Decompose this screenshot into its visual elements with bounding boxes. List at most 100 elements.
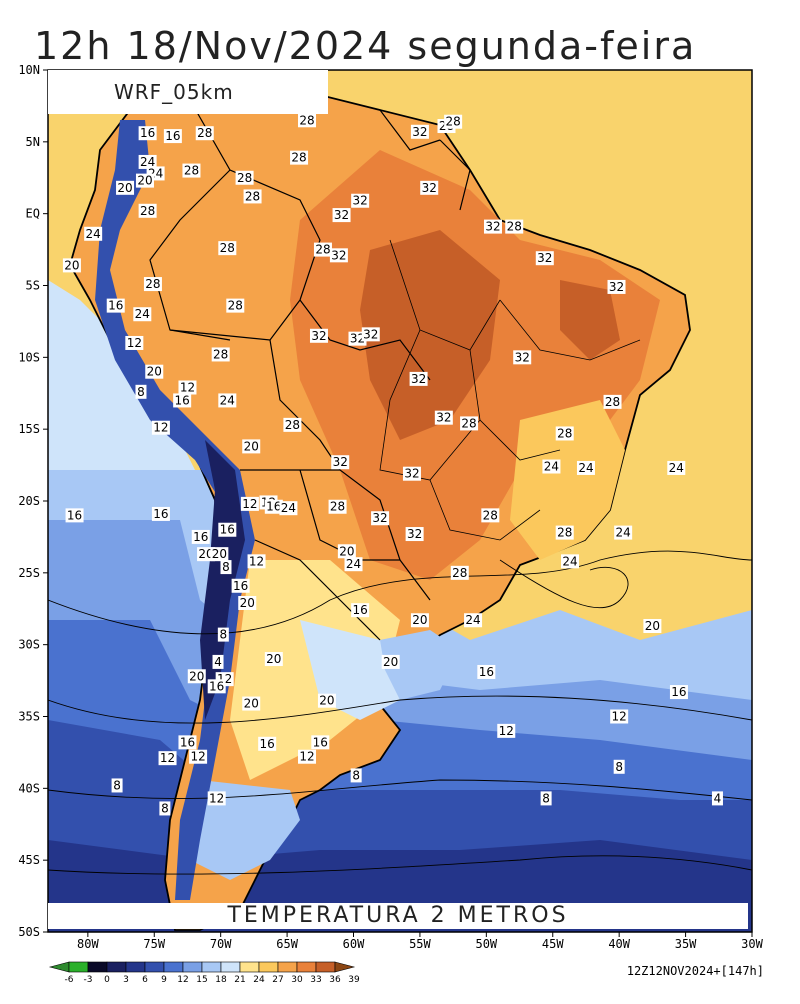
contour-label-bg — [409, 371, 428, 386]
contour-label-bg — [106, 298, 125, 313]
contour-label-bg — [332, 208, 351, 223]
contour-label-bg — [159, 801, 171, 816]
isotherm-lines — [48, 550, 752, 875]
contour-label-bg — [410, 124, 429, 139]
contour-label-bg — [191, 529, 210, 544]
lat-tick-label: 15S — [18, 422, 40, 436]
contour-label: 32 — [404, 467, 419, 481]
contour-label-bg — [210, 547, 229, 562]
contour-label: 32 — [412, 125, 427, 139]
contour-label-bg — [290, 150, 309, 165]
variable-label: TEMPERATURA 2 METROS — [48, 903, 748, 929]
contour-label-bg — [111, 778, 123, 793]
contour-label-bg — [218, 241, 237, 256]
contour-label-bg — [371, 511, 390, 526]
contour-label-bg — [481, 508, 500, 523]
contour-label: 32 — [485, 220, 500, 234]
contour-label: 16 — [209, 679, 224, 693]
contour-label-bg — [614, 525, 633, 540]
contour-label: 8 — [113, 778, 121, 792]
contour-label-bg — [667, 460, 686, 475]
contour-label-bg — [505, 219, 524, 234]
contour-label: 28 — [452, 566, 467, 580]
contour-label-bg — [264, 652, 283, 667]
contour-label-bg — [187, 669, 206, 684]
lon-tick-label: 45W — [542, 937, 564, 951]
contour-label: 8 — [220, 628, 228, 642]
contour-label: 20 — [244, 697, 259, 711]
contour-label-bg — [195, 126, 214, 141]
lon-tick-label: 55W — [409, 937, 431, 951]
contour-label-bg — [603, 394, 622, 409]
contour-label-bg — [607, 279, 626, 294]
contour-label-bg — [483, 219, 502, 234]
contour-label-bg — [350, 768, 362, 783]
contour-label: 8 — [615, 760, 623, 774]
contour-label: 20 — [240, 596, 255, 610]
contour-label: 32 — [372, 511, 387, 525]
contour-label: 16 — [260, 737, 275, 751]
contour-label-bg — [226, 298, 245, 313]
lat-tick-label: 25S — [18, 566, 40, 580]
contour-label: 8 — [137, 385, 145, 399]
contour-label: 32 — [333, 455, 348, 469]
contour-label-bg — [434, 410, 453, 425]
run-info: 12Z12NOV2024+[147h] — [626, 964, 764, 978]
lon-tick-label: 35W — [675, 937, 697, 951]
contour-label-bg — [258, 736, 277, 751]
contour-label-bg — [242, 696, 261, 711]
contour-label: 24 — [616, 526, 631, 540]
contour-label: 4 — [714, 791, 722, 805]
contour-label: 32 — [353, 194, 368, 208]
contour-label: 12 — [612, 710, 627, 724]
contour-label-bg — [643, 618, 662, 633]
contour-label: 20 — [64, 258, 79, 272]
colorbar-label: 6 — [142, 975, 148, 985]
contour-label: 20 — [412, 613, 427, 627]
contour-label-bg — [477, 664, 496, 679]
contour-label-bg — [298, 113, 317, 128]
contour-label-bg — [264, 499, 283, 514]
contour-label-bg — [116, 180, 135, 195]
contour-label-bg — [313, 242, 332, 257]
lat-tick-label: 10N — [18, 63, 40, 77]
colorbar-segment — [239, 961, 260, 973]
colorbar-label: 27 — [272, 975, 283, 985]
contour-label: 32 — [436, 411, 451, 425]
contour-label: 8 — [161, 801, 169, 815]
contour-label-bg — [138, 154, 157, 169]
contour-label-bg — [513, 350, 532, 365]
colorbar-label: 15 — [196, 975, 207, 985]
contour-label: 28 — [291, 151, 306, 165]
contour-label: 16 — [353, 603, 368, 617]
contour-label: 28 — [557, 526, 572, 540]
contour-label-bg — [351, 603, 370, 618]
colorbar-label: 18 — [215, 975, 227, 985]
contour-label-bg — [135, 384, 147, 399]
contour-label: 28 — [299, 113, 314, 127]
contour-label-bg — [211, 347, 230, 362]
contour-label: 24 — [578, 461, 593, 475]
andes-cordillera — [95, 120, 255, 900]
contour-label: 28 — [445, 115, 460, 129]
contour-label: 16 — [479, 665, 494, 679]
contour-label-bg — [84, 226, 103, 241]
contour-label: 28 — [220, 241, 235, 255]
contour-label: 16 — [220, 523, 235, 537]
contour-label-bg — [576, 460, 595, 475]
colorbar-label: 33 — [310, 975, 321, 985]
contour-label: 28 — [315, 243, 330, 257]
andes-high-peaks — [200, 440, 245, 720]
contour-label-bg — [125, 335, 144, 350]
contour-label-bg — [444, 114, 463, 129]
contour-labels: 2832282816162828242420202828283232322824… — [62, 113, 723, 816]
contour-label: 12 — [249, 554, 264, 568]
contour-label-bg — [65, 508, 84, 523]
contour-label: 32 — [422, 181, 437, 195]
contour-label-bg — [178, 380, 197, 395]
contour-label-bg — [151, 506, 170, 521]
contour-label-bg — [309, 328, 328, 343]
contour-label-bg — [138, 126, 157, 141]
colorbar-low-arrow — [48, 961, 70, 973]
contour-label: 28 — [245, 189, 260, 203]
